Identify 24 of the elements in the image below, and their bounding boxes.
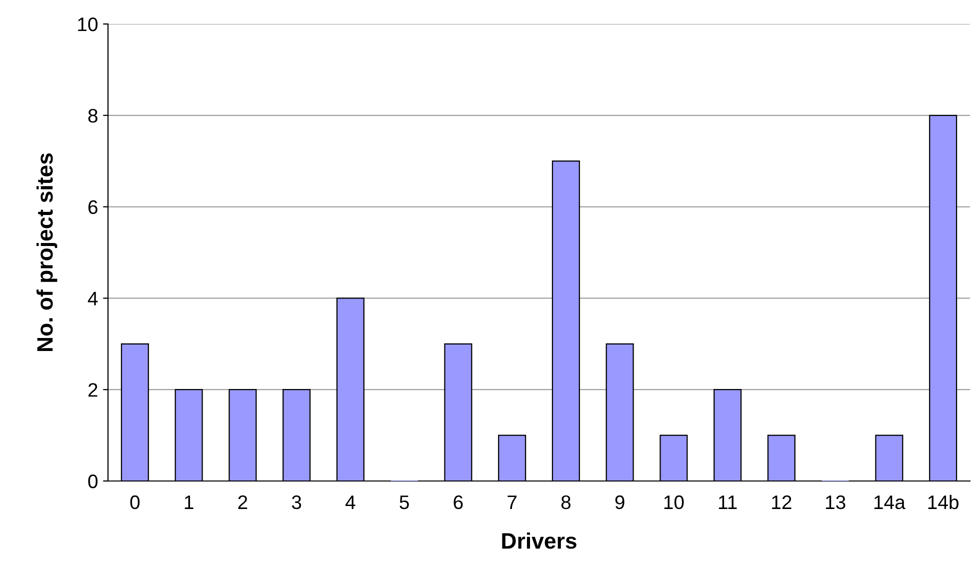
y-axis-title: No. of project sites: [36, 153, 58, 352]
x-tick-label: 12: [772, 495, 792, 509]
x-tick-label: 3: [292, 495, 302, 510]
x-tick-label: 10: [664, 495, 684, 510]
x-tick-label: 8: [561, 495, 570, 510]
x-tick-label: 14a: [874, 496, 906, 510]
x-tick-label: 1: [184, 496, 194, 509]
x-tick-label: 13: [826, 495, 846, 510]
x-axis-title: Drivers: [502, 532, 576, 549]
x-tick-label: 2: [238, 495, 248, 509]
y-tick-label: 0: [88, 474, 98, 488]
y-tick-label: 10: [78, 17, 98, 32]
x-tick-label: 11: [718, 496, 737, 509]
x-tick-label: 0: [130, 495, 140, 510]
y-tick-label: 6: [88, 200, 98, 214]
x-tick-label: 14b: [928, 494, 958, 510]
x-tick-label: 6: [454, 495, 463, 510]
x-tick-label: 5: [400, 496, 409, 510]
y-tick-label: 8: [88, 108, 98, 123]
y-tick-label: 2: [88, 383, 98, 397]
y-tick-label: 4: [88, 292, 98, 306]
x-tick-label: 4: [345, 496, 356, 509]
x-tick-label: 9: [615, 495, 624, 510]
x-tick-label: 7: [508, 496, 516, 509]
